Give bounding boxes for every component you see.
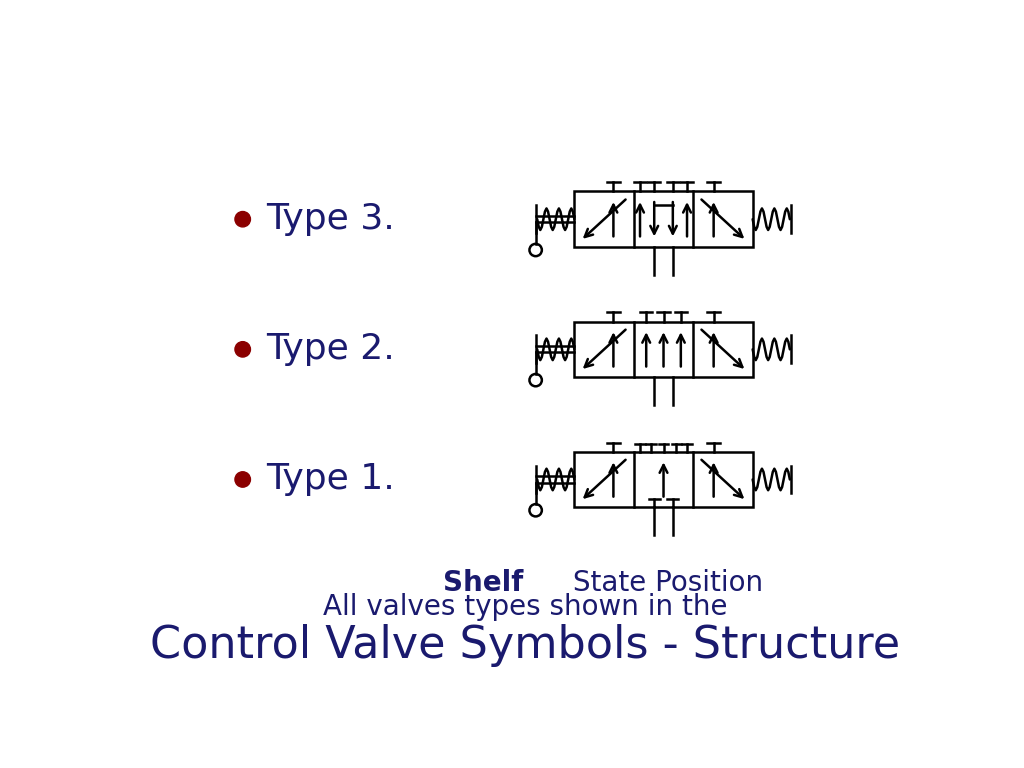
Circle shape (234, 211, 251, 227)
Circle shape (234, 342, 251, 357)
Bar (574, 322, 753, 377)
Bar (574, 452, 753, 507)
Text: Type 3.: Type 3. (266, 202, 394, 237)
Circle shape (234, 472, 251, 487)
Text: Shelf: Shelf (442, 569, 523, 598)
Text: Type 2.: Type 2. (266, 333, 394, 366)
Bar (574, 191, 753, 247)
Text: All valves types shown in the: All valves types shown in the (323, 593, 727, 621)
Text: State Position: State Position (563, 569, 763, 598)
Text: Type 1.: Type 1. (266, 462, 394, 496)
Text: Control Valve Symbols - Structure: Control Valve Symbols - Structure (150, 624, 900, 667)
